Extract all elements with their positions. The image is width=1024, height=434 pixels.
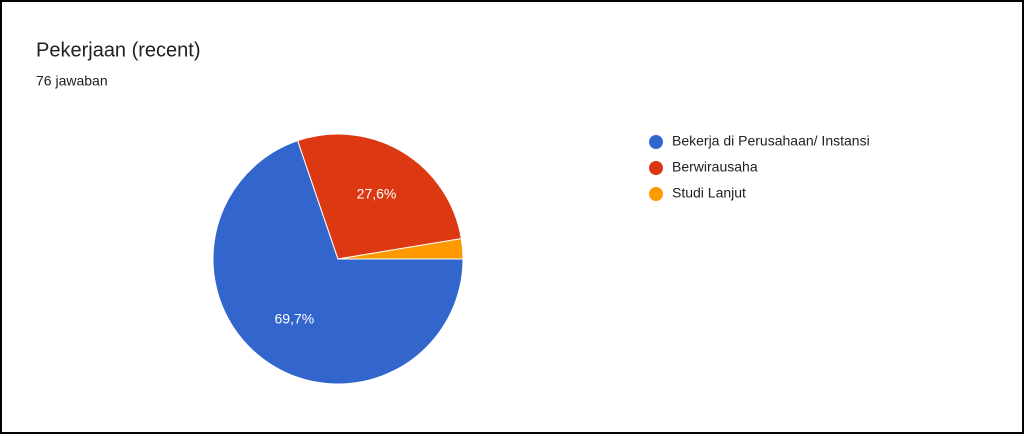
legend-swatch — [649, 135, 663, 149]
legend-label: Studi Lanjut — [672, 185, 746, 201]
pie-slice — [297, 133, 462, 260]
legend-label: Bekerja di Perusahaan/ Instansi — [672, 133, 870, 149]
chart-subtitle: 76 jawaban — [36, 73, 108, 89]
slice-label: 27,6% — [357, 185, 397, 201]
chart-title: Pekerjaan (recent) — [36, 39, 201, 61]
slice-label: 69,7% — [275, 311, 315, 327]
pie-slice — [212, 140, 464, 385]
pie-slice — [337, 238, 464, 260]
legend-swatch — [649, 161, 663, 175]
legend-label: Berwirausaha — [672, 159, 758, 175]
legend-swatch — [649, 187, 663, 201]
